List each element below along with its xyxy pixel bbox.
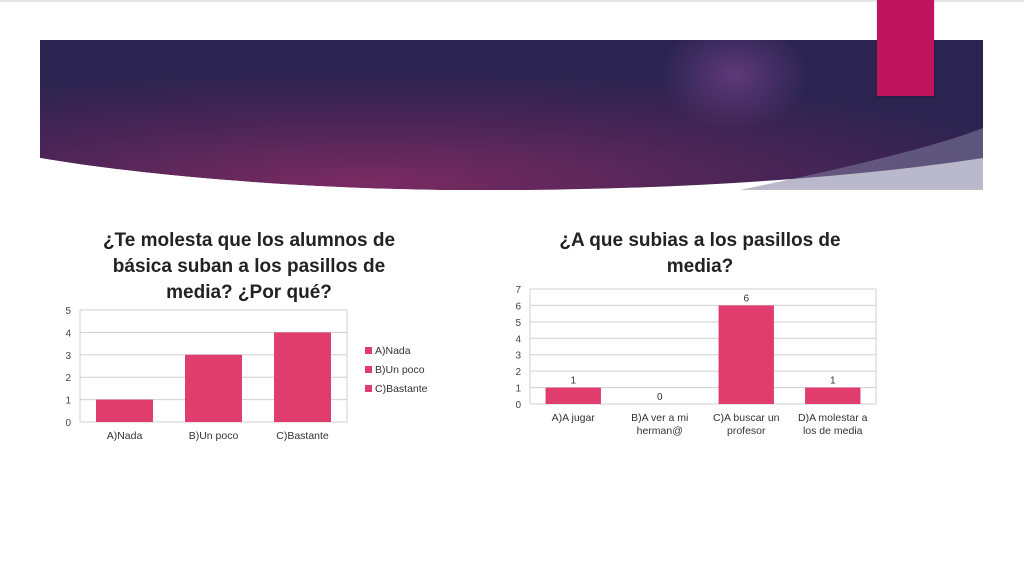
chart2-category-label: C)A buscar un	[713, 412, 780, 424]
chart2-bar	[805, 387, 861, 404]
chart2-bar	[545, 387, 601, 404]
header-banner	[40, 40, 983, 190]
chart1-legend-label: C)Bastante	[375, 383, 428, 395]
chart2-data-label: 0	[657, 392, 663, 403]
chart1-ytick-label: 1	[65, 396, 71, 407]
chart2-category-label: A)A jugar	[552, 412, 596, 424]
chart2-ytick-label: 0	[515, 400, 521, 411]
chart2-ytick-label: 3	[515, 351, 521, 362]
chart2-category-label: profesor	[727, 425, 766, 437]
chart1-ytick-label: 4	[65, 328, 71, 339]
chart2-ytick-label: 4	[515, 334, 521, 345]
chart2-ytick-label: 6	[515, 301, 521, 312]
chart2-title: ¿A que subias a los pasillos de media?	[559, 230, 841, 277]
chart2-data-label: 1	[830, 376, 836, 387]
chart2-category-label: D)A molestar a	[798, 412, 868, 424]
chart2-ytick-label: 2	[515, 367, 521, 378]
chart1-category-label: B)Un poco	[189, 430, 239, 442]
chart2-ytick-label: 1	[515, 384, 521, 395]
chart1-ytick-label: 5	[65, 306, 71, 317]
chart1-ytick-label: 0	[65, 418, 71, 429]
accent-tab	[877, 0, 934, 96]
chart2-bar	[718, 305, 774, 404]
chart1-bar	[185, 354, 242, 422]
chart2-data-label: 6	[743, 293, 749, 304]
chart1-legend-label: A)Nada	[375, 345, 411, 357]
chart2-data-label: 1	[570, 376, 576, 387]
chart2-ytick-label: 5	[515, 318, 521, 329]
chart1-legend-swatch	[365, 347, 372, 354]
chart1-title: ¿Te molesta que los alumnos de básica su…	[102, 230, 396, 303]
chart1-legend-label: B)Un poco	[375, 364, 425, 376]
chart1-ytick-label: 2	[65, 373, 71, 384]
chart1-category-label: C)Bastante	[276, 430, 329, 442]
chart1-bar	[96, 399, 153, 422]
chart1-bar	[274, 332, 331, 422]
chart2-ytick-label: 7	[515, 285, 521, 296]
chart1-category-label: A)Nada	[107, 430, 143, 442]
chart2-category-label: los de media	[803, 425, 863, 437]
chart1-legend-swatch	[365, 385, 372, 392]
chart1-ytick-label: 3	[65, 351, 71, 362]
chart1-legend-swatch	[365, 366, 372, 373]
chart2-category-label: B)A ver a mi	[631, 412, 688, 424]
chart2-category-label: herman@	[637, 425, 683, 437]
chart1-plot: 0 1 2 3 4 5 A)Nada B)Un poco C)Bastante A)Nada B)U…	[65, 306, 428, 442]
top-border	[0, 0, 1024, 2]
